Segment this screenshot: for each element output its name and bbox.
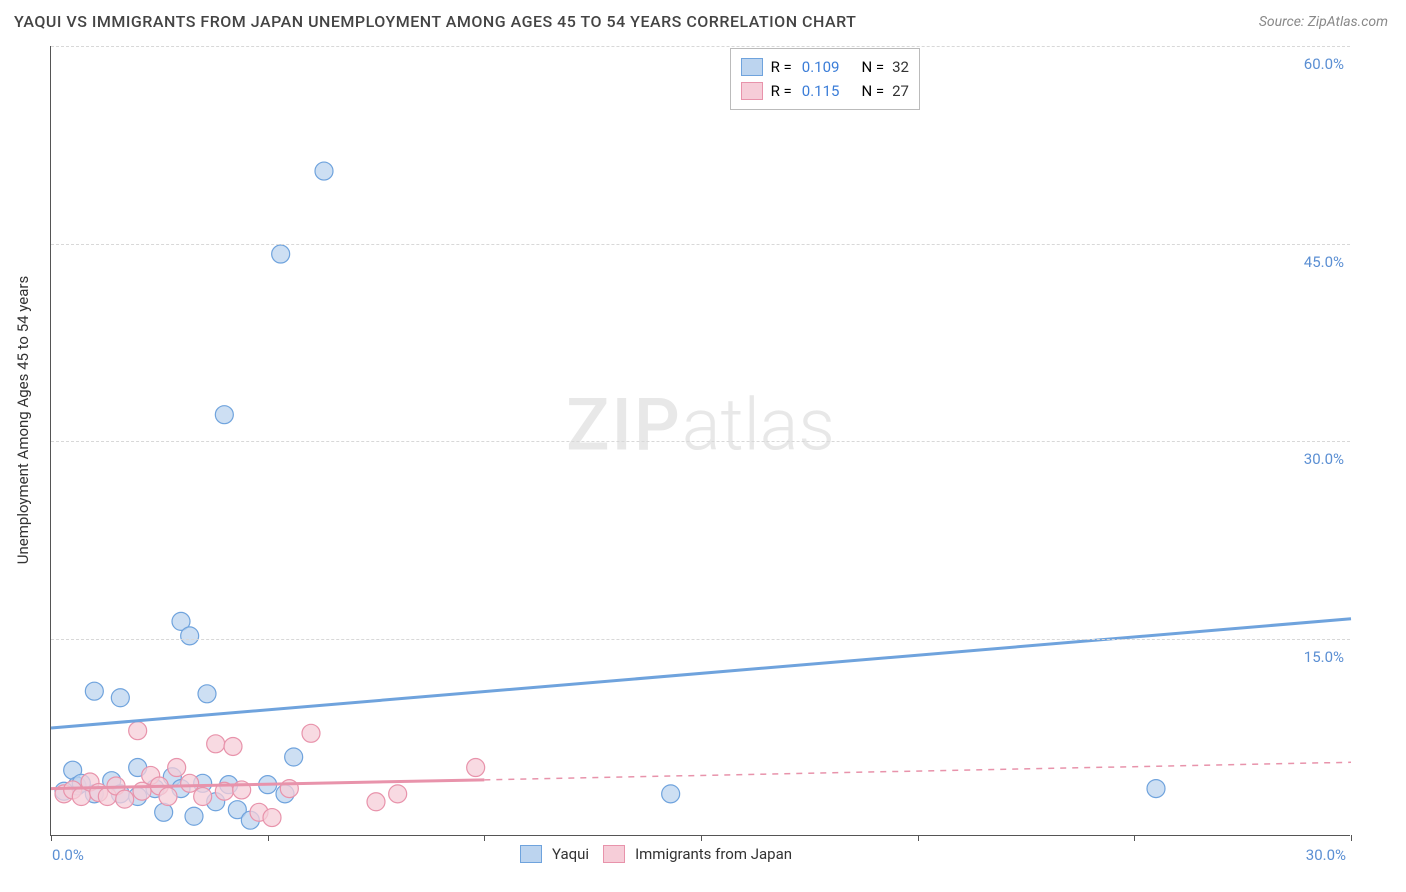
legend-n-value-0: 32	[892, 55, 909, 79]
gridline	[51, 639, 1350, 640]
trend-line-dashed	[484, 762, 1351, 780]
scatter-point	[129, 722, 147, 740]
legend-swatch-0	[741, 58, 763, 76]
y-tick-label: 15.0%	[1304, 648, 1344, 666]
scatter-point	[662, 785, 680, 803]
series-swatch-1	[603, 845, 625, 863]
correlation-legend-row-1: R = 0.115 N = 27	[741, 79, 909, 103]
scatter-point	[207, 735, 225, 753]
series-swatch-0	[520, 845, 542, 863]
scatter-point	[302, 724, 320, 742]
scatter-point	[181, 627, 199, 645]
scatter-point	[155, 803, 173, 821]
legend-n-prefix: N =	[861, 55, 884, 79]
scatter-point	[116, 790, 134, 808]
x-tick-label-min: 0.0%	[52, 846, 84, 864]
trend-line	[51, 619, 1351, 728]
x-tick-mark	[1351, 835, 1352, 841]
series-legend-item-1: Immigrants from Japan	[603, 845, 792, 863]
legend-r-prefix: R =	[771, 55, 792, 79]
x-tick-mark	[51, 835, 52, 841]
scatter-point	[389, 785, 407, 803]
plot-area: ZIPatlas R = 0.109 N = 32 R = 0.115 N = …	[50, 46, 1350, 836]
series-label-1: Immigrants from Japan	[635, 845, 792, 863]
series-label-0: Yaqui	[552, 845, 589, 863]
scatter-point	[215, 406, 233, 424]
series-legend-item-0: Yaqui	[520, 845, 589, 863]
scatter-point	[85, 682, 103, 700]
scatter-point	[111, 689, 129, 707]
scatter-point	[467, 759, 485, 777]
source-attribution: Source: ZipAtlas.com	[1259, 14, 1388, 30]
gridline	[51, 244, 1350, 245]
legend-r-value-0: 0.109	[802, 55, 840, 79]
y-tick-label: 30.0%	[1304, 450, 1344, 468]
x-tick-mark	[1134, 835, 1135, 841]
scatter-point	[159, 788, 177, 806]
scatter-point	[315, 162, 333, 180]
chart-title: YAQUI VS IMMIGRANTS FROM JAPAN UNEMPLOYM…	[14, 12, 856, 31]
legend-n-prefix: N =	[861, 79, 884, 103]
scatter-point	[198, 685, 216, 703]
scatter-point	[224, 737, 242, 755]
scatter-point	[285, 748, 303, 766]
x-tick-mark	[918, 835, 919, 841]
scatter-point	[185, 807, 203, 825]
x-tick-label-max: 30.0%	[1306, 846, 1346, 864]
series-legend: Yaqui Immigrants from Japan	[520, 845, 792, 863]
legend-swatch-1	[741, 82, 763, 100]
legend-r-prefix: R =	[771, 79, 792, 103]
scatter-point	[367, 793, 385, 811]
y-axis-label: Unemployment Among Ages 45 to 54 years	[14, 276, 32, 564]
correlation-legend: R = 0.109 N = 32 R = 0.115 N = 27	[730, 48, 920, 110]
correlation-legend-row-0: R = 0.109 N = 32	[741, 55, 909, 79]
scatter-point	[133, 782, 151, 800]
scatter-point	[263, 809, 281, 827]
x-tick-mark	[268, 835, 269, 841]
scatter-point	[194, 788, 212, 806]
legend-r-value-1: 0.115	[802, 79, 840, 103]
x-tick-mark	[701, 835, 702, 841]
gridline	[51, 46, 1350, 47]
legend-n-value-1: 27	[892, 79, 909, 103]
scatter-point	[1147, 780, 1165, 798]
y-tick-label: 60.0%	[1304, 55, 1344, 73]
y-tick-label: 45.0%	[1304, 253, 1344, 271]
x-tick-mark	[484, 835, 485, 841]
scatter-point	[168, 759, 186, 777]
scatter-point	[272, 245, 290, 263]
gridline	[51, 441, 1350, 442]
